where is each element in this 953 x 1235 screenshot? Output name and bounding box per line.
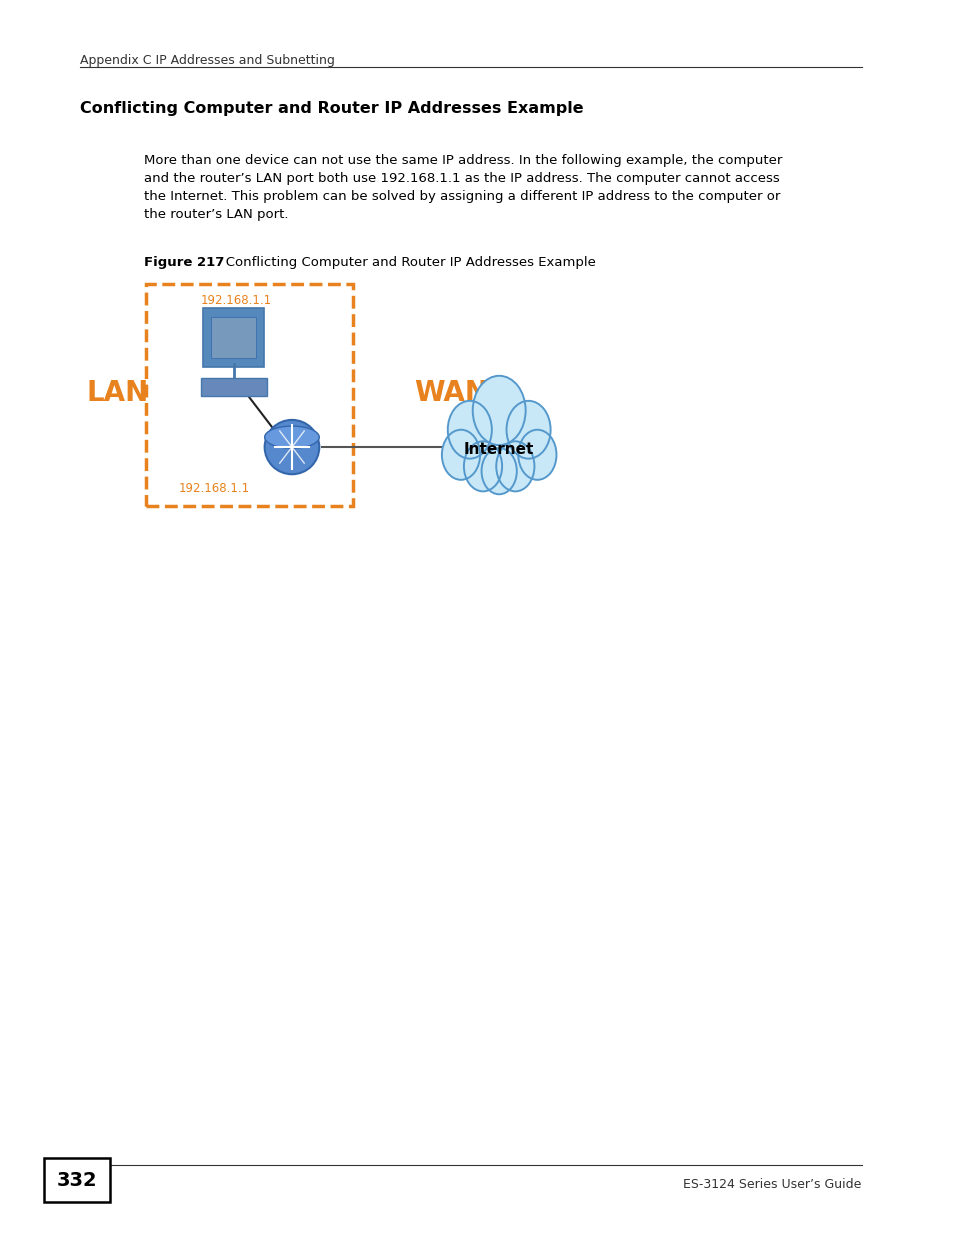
Text: WAN: WAN xyxy=(414,379,488,406)
Circle shape xyxy=(447,401,492,458)
Text: Internet: Internet xyxy=(463,442,534,457)
Text: 332: 332 xyxy=(57,1171,97,1189)
Text: LAN: LAN xyxy=(87,379,149,406)
Circle shape xyxy=(481,448,517,494)
FancyBboxPatch shape xyxy=(44,1158,111,1202)
FancyBboxPatch shape xyxy=(203,308,263,367)
Text: Conflicting Computer and Router IP Addresses Example: Conflicting Computer and Router IP Addre… xyxy=(213,256,595,269)
Text: 192.168.1.1: 192.168.1.1 xyxy=(200,294,272,308)
Circle shape xyxy=(463,441,501,492)
Circle shape xyxy=(496,441,534,492)
Text: ES-3124 Series User’s Guide: ES-3124 Series User’s Guide xyxy=(682,1178,861,1191)
Circle shape xyxy=(506,401,550,458)
Circle shape xyxy=(473,375,525,445)
Circle shape xyxy=(517,430,556,480)
Text: More than one device can not use the same IP address. In the following example, : More than one device can not use the sam… xyxy=(144,154,781,221)
Ellipse shape xyxy=(264,420,319,474)
Text: Appendix C IP Addresses and Subnetting: Appendix C IP Addresses and Subnetting xyxy=(80,54,335,68)
Circle shape xyxy=(441,430,479,480)
FancyBboxPatch shape xyxy=(200,378,266,396)
Text: Figure 217: Figure 217 xyxy=(144,256,224,269)
Text: Conflicting Computer and Router IP Addresses Example: Conflicting Computer and Router IP Addre… xyxy=(80,101,583,116)
FancyBboxPatch shape xyxy=(211,317,256,358)
Text: 192.168.1.1: 192.168.1.1 xyxy=(179,482,250,495)
Ellipse shape xyxy=(264,426,319,448)
